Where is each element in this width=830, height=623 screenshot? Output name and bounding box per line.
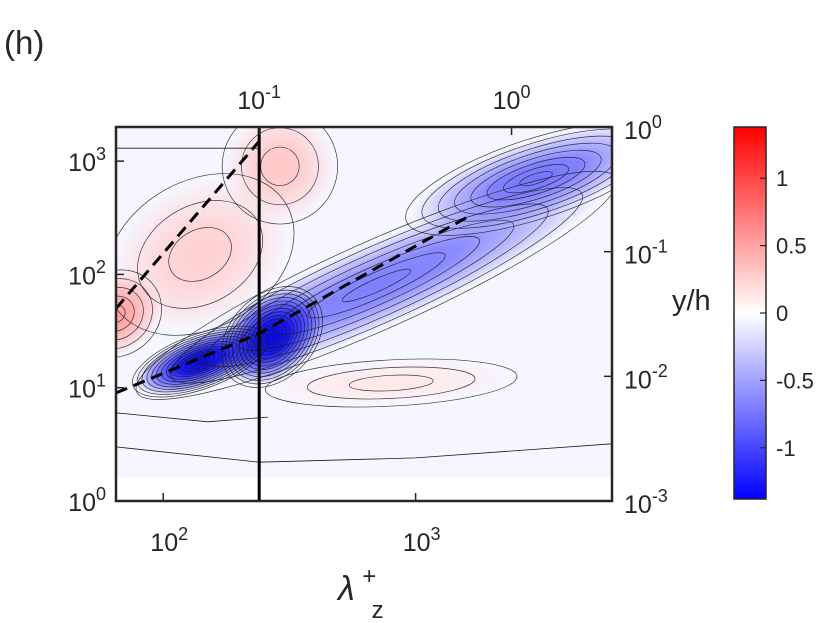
heatmap-feature-positive-7 xyxy=(271,360,511,406)
contour-line xyxy=(116,287,144,341)
contour-line xyxy=(116,412,269,423)
x-axis-ticks: 102 103 xyxy=(150,493,441,557)
right-axis-label: y/h xyxy=(672,285,711,317)
plot-frame xyxy=(114,125,614,503)
contour-line xyxy=(168,227,232,282)
x-axis-label: λ + z xyxy=(336,554,386,623)
y-tick-label: 103 xyxy=(68,144,106,177)
contour-line xyxy=(194,358,206,365)
contour-line xyxy=(221,127,339,225)
colorbar-tick-label: -1 xyxy=(776,436,796,461)
contour-line xyxy=(116,443,612,463)
contour-line xyxy=(116,304,126,323)
heatmap-field xyxy=(116,127,612,501)
right-tick-label: 100 xyxy=(624,112,662,145)
contour-line xyxy=(170,187,583,384)
contour-line xyxy=(273,236,480,335)
contour-line xyxy=(268,333,277,341)
contour-line xyxy=(228,293,316,381)
heatmap-feature-positive-2 xyxy=(116,271,160,356)
contour-line xyxy=(165,343,235,380)
contour-line xyxy=(235,300,309,374)
right-tick-label: 10-3 xyxy=(624,486,668,519)
contour-line xyxy=(232,297,313,378)
contour-line xyxy=(348,374,434,392)
y-tick-label: 101 xyxy=(68,370,106,403)
right-tick-label: 10-2 xyxy=(624,361,668,394)
colorbar-tick-label: 0.5 xyxy=(776,234,807,259)
contour-line xyxy=(519,171,553,187)
colorbar-tick-label: 1 xyxy=(776,166,788,191)
contour-line xyxy=(341,268,412,303)
contour-line xyxy=(253,318,291,356)
contour-line xyxy=(204,203,549,368)
heatmap-feature-negative-4 xyxy=(411,127,612,233)
colorbar-tick-label: 0 xyxy=(776,301,788,326)
contour-line xyxy=(116,295,135,332)
top-axis-ticks: 10-1 100 xyxy=(237,82,530,135)
contour-line xyxy=(132,325,269,398)
contour-line xyxy=(146,333,254,390)
x-tick-label: 102 xyxy=(150,524,188,557)
x-tick-label: 103 xyxy=(403,524,441,557)
contour-line xyxy=(503,164,569,194)
contour-line xyxy=(307,252,446,319)
panel-label: (h) xyxy=(4,24,44,61)
plot-area xyxy=(114,125,614,503)
contour-line xyxy=(306,366,476,400)
contour-line xyxy=(135,170,612,400)
contour-line xyxy=(221,286,323,388)
contour-line xyxy=(185,353,215,370)
right-axis-ticks: 10-3 10-2 10-1 100 xyxy=(604,112,668,519)
top-tick-label: 100 xyxy=(493,82,531,115)
x-axis-label-symbol: λ xyxy=(336,570,355,608)
contour-line xyxy=(224,289,320,385)
contour-line xyxy=(486,157,586,201)
contour-line xyxy=(454,142,612,215)
contour-line xyxy=(116,269,162,358)
y-tick-label: 102 xyxy=(68,257,106,290)
contour-line xyxy=(175,348,225,375)
contour-line xyxy=(180,351,220,373)
right-tick-label: 10-1 xyxy=(624,236,668,269)
contour-line xyxy=(437,135,612,222)
y-axis-ticks: 100 101 102 103 xyxy=(68,144,124,517)
contour-line xyxy=(264,329,280,345)
contour-line xyxy=(421,128,612,229)
y-tick-label: 100 xyxy=(68,484,106,517)
contour-line xyxy=(470,149,602,208)
colorbar: 1 0.5 0 -0.5 -1 xyxy=(733,126,814,500)
colorbar-ticks: 1 0.5 0 -0.5 -1 xyxy=(760,166,814,461)
contour-line xyxy=(190,356,211,368)
contour-line xyxy=(116,278,153,350)
contour-line xyxy=(405,127,612,236)
colorbar-tick-label: -0.5 xyxy=(776,368,814,393)
top-tick-label: 10-1 xyxy=(237,82,281,115)
contour-line xyxy=(264,358,518,408)
